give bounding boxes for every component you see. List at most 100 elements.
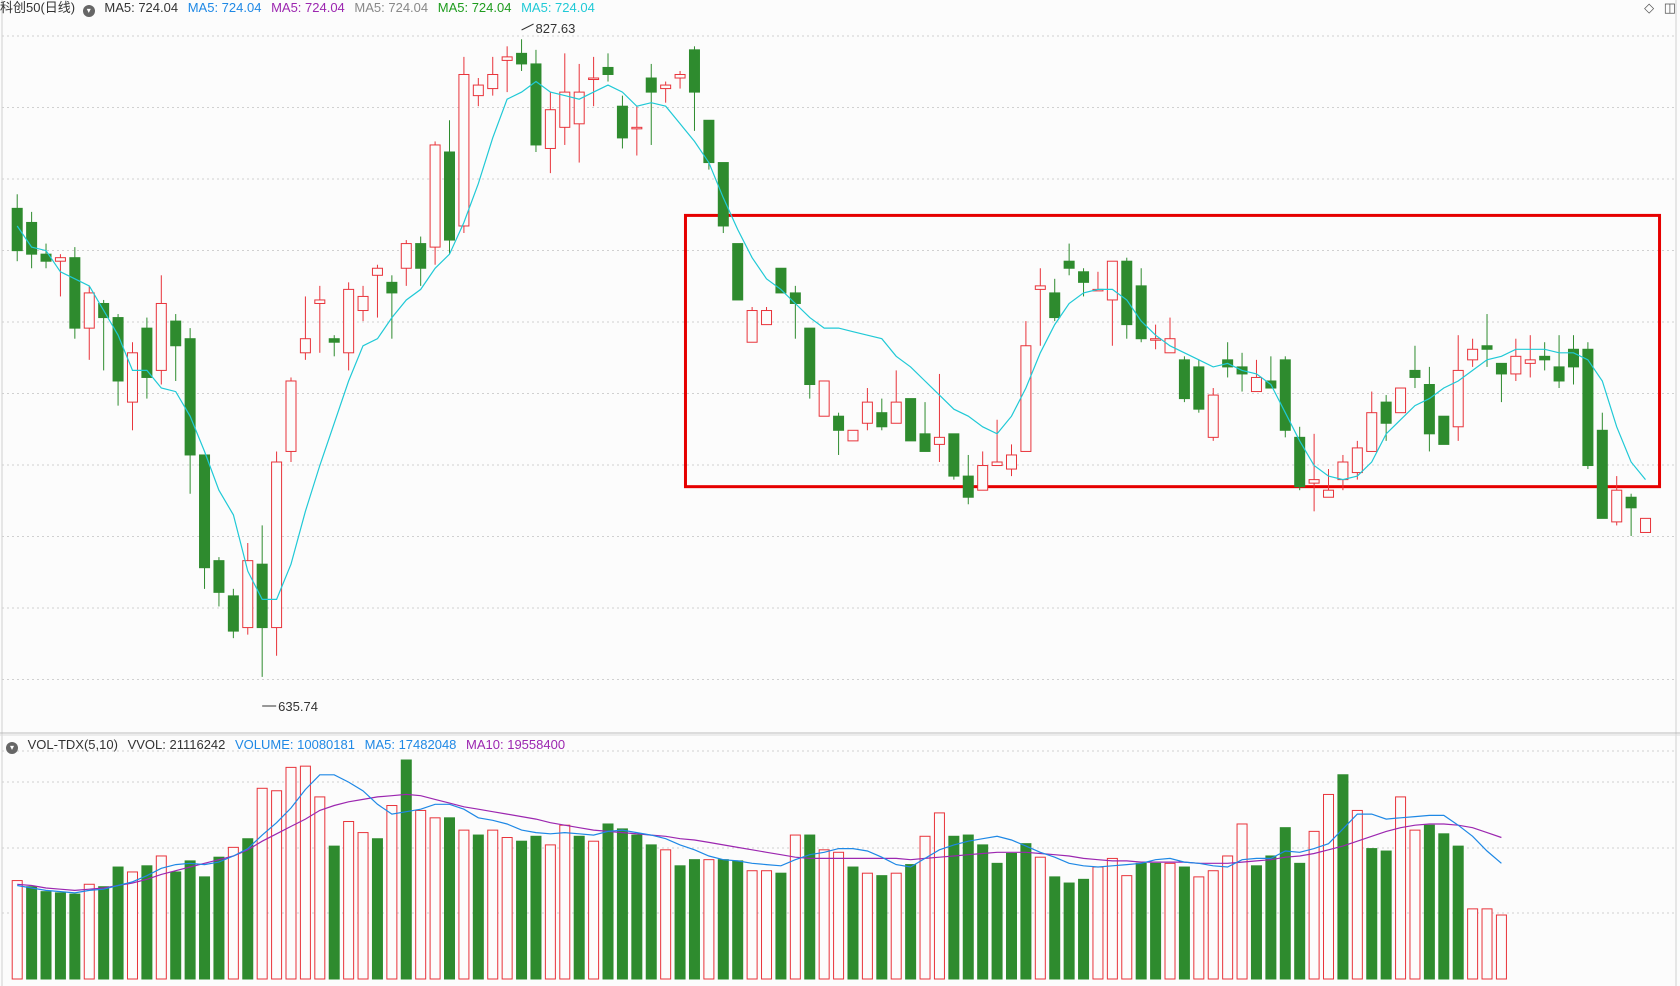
- candle-body: [256, 563, 268, 629]
- volume-bar: [83, 883, 95, 980]
- candle-body: [1423, 384, 1435, 435]
- collapse-icon[interactable]: ▾: [82, 5, 95, 17]
- volume-bar: [1106, 857, 1118, 980]
- candle-body: [1495, 362, 1507, 375]
- candle-body: [1539, 355, 1551, 361]
- vol-ma5-value: MA5: 17482048: [364, 737, 457, 752]
- volume-bar: [804, 834, 816, 980]
- collapse-icon[interactable]: ▾: [6, 742, 18, 754]
- candle-body: [501, 56, 513, 61]
- candle-body: [1323, 489, 1335, 498]
- candle-body: [703, 119, 715, 164]
- volume-header: ▾ VOL-TDX(5,10) VVOL: 21116242 VOLUME: 1…: [0, 737, 571, 755]
- volume-bar: [1078, 878, 1090, 980]
- candle-body: [573, 91, 585, 125]
- candle-body: [1611, 489, 1623, 523]
- candle-body: [1524, 359, 1536, 364]
- candle-body: [890, 401, 902, 424]
- volume-bar: [602, 823, 614, 980]
- volume-bar: [588, 840, 600, 980]
- candle-body: [1553, 366, 1565, 382]
- candle-body: [213, 560, 225, 593]
- volume-bar: [155, 855, 167, 980]
- volume-bar: [933, 812, 945, 980]
- ma-indicator-label: MA5: 724.04: [437, 0, 512, 15]
- volume-bar: [69, 893, 81, 980]
- volume-bar: [1279, 827, 1291, 980]
- volume-bar: [386, 805, 398, 980]
- candle-body: [343, 288, 355, 354]
- volume-bar: [299, 765, 311, 980]
- volume-bar: [328, 845, 340, 980]
- diamond-icon[interactable]: ◇: [1644, 0, 1655, 15]
- candle-body: [83, 292, 95, 329]
- candle-body: [919, 433, 931, 452]
- volume-value: VOLUME: 10080181: [235, 737, 355, 752]
- volume-bar: [271, 790, 283, 980]
- vol-indicator-name: VOL-TDX(5,10): [27, 737, 118, 752]
- volume-bar: [861, 872, 873, 980]
- candle-body: [804, 327, 816, 386]
- candle-body: [847, 429, 859, 442]
- candle-body: [977, 465, 989, 491]
- ma-indicator-label: MA5: 724.04: [104, 0, 179, 15]
- candle-body: [487, 73, 499, 90]
- volume-bar: [54, 892, 66, 980]
- candle-body: [1150, 338, 1162, 341]
- volume-bar: [1308, 830, 1320, 980]
- volume-bar: [1323, 793, 1335, 980]
- highlight-box: [683, 213, 1662, 489]
- volume-bar: [1020, 843, 1032, 980]
- candle-body: [1049, 292, 1061, 319]
- volume-bar: [11, 880, 23, 980]
- candle-body: [905, 398, 917, 442]
- volume-bar: [1063, 882, 1075, 980]
- volume-bar: [789, 834, 801, 980]
- volume-bar: [746, 870, 758, 980]
- candle-body: [688, 49, 700, 93]
- candle-body: [732, 243, 744, 301]
- volume-bar: [703, 859, 715, 980]
- ma-indicator-label: MA5: 724.04: [271, 0, 345, 15]
- candle-body: [458, 73, 470, 227]
- volume-bar: [184, 860, 196, 980]
- candle-body: [761, 310, 773, 326]
- volume-ma5-line: [17, 774, 1502, 894]
- candle-body: [1337, 461, 1349, 481]
- max-price-label: 827.63: [536, 21, 576, 36]
- volume-bar: [962, 834, 974, 980]
- candle-body: [184, 338, 196, 456]
- volume-bar: [559, 824, 571, 980]
- volume-bar: [645, 844, 657, 980]
- volume-bar: [1236, 823, 1248, 980]
- volume-ma10-line: [17, 793, 1502, 892]
- candle-body: [818, 380, 830, 417]
- volume-bar-series: [11, 759, 1507, 980]
- volume-bar: [199, 876, 211, 980]
- candle-body: [1178, 359, 1190, 400]
- candle-body: [1510, 355, 1522, 375]
- price-extreme-labels: 827.63 635.74: [262, 21, 575, 714]
- candle-body: [1078, 271, 1090, 283]
- volume-bar: [501, 837, 513, 980]
- candle-body: [155, 302, 167, 371]
- volume-bar: [1438, 833, 1450, 980]
- panel-toggle-icon[interactable]: ◫: [1663, 0, 1676, 15]
- volume-bar: [516, 840, 528, 980]
- candle-body: [1395, 387, 1407, 414]
- candle-body: [26, 221, 38, 255]
- volume-bar: [919, 835, 931, 980]
- volume-bar: [1265, 855, 1277, 980]
- candle-body: [602, 66, 614, 75]
- vvol-value: VVOL: 21116242: [127, 737, 226, 752]
- volume-bar: [977, 844, 989, 980]
- volume-bar: [818, 849, 830, 980]
- candle-body: [645, 77, 657, 93]
- candle-body: [876, 412, 888, 428]
- volume-bar: [444, 817, 456, 980]
- volume-bar: [732, 860, 744, 980]
- volume-bar: [256, 787, 268, 980]
- volume-bar: [400, 759, 412, 980]
- min-price-label: 635.74: [278, 699, 318, 714]
- candle-body: [54, 257, 66, 262]
